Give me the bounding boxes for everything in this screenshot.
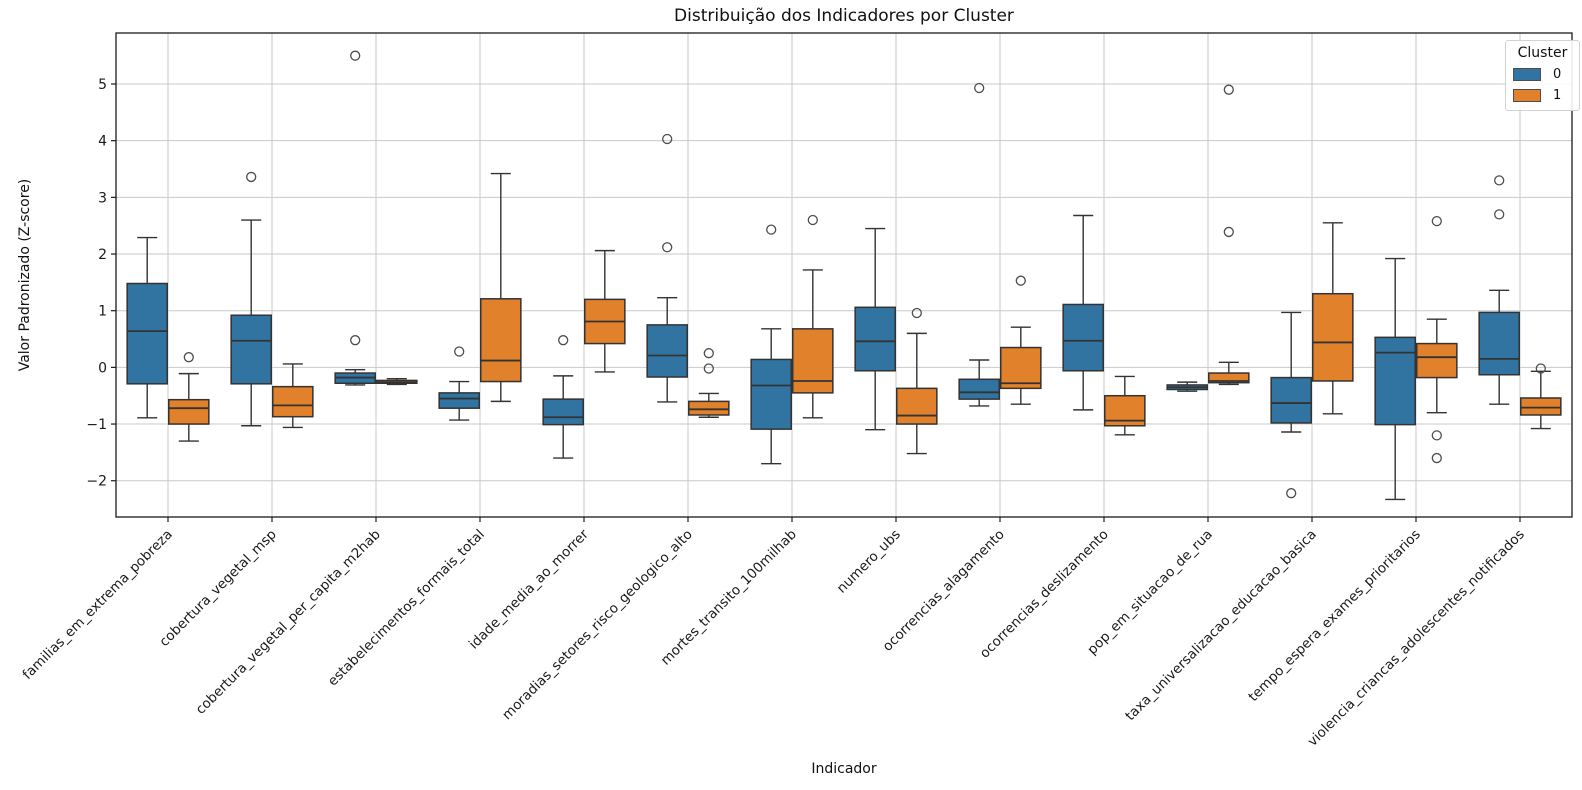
legend-entry-cluster-1: 1 [1513,88,1572,103]
x-tick-label: numero_ubs [834,527,904,597]
outlier-point [350,50,361,61]
outlier-point [183,352,194,363]
outlier-point [454,346,465,357]
x-tick-label: tempo_espera_exames_prioritarios [1245,527,1423,705]
box-cluster0-pop_em_situacao_de_rua [1166,381,1209,392]
box-cluster0-estabelecimentos_formais_total [438,346,480,421]
box-cluster1-idade_media_ao_morrer [584,249,626,373]
y-axis-label: Valor Padronizado (Z-score) [17,178,33,372]
box-cluster1-estabelecimentos_formais_total [480,172,522,403]
outlier-point [1494,175,1505,186]
x-tick-label: familias_em_extrema_pobreza [19,527,175,683]
y-tick-label: 2 [98,247,107,263]
y-tick-label: 1 [98,304,107,320]
box-cluster1-numero_ubs [896,307,938,455]
chart-title: Distribuição dos Indicadores por Cluster [674,6,1014,26]
y-tick-label: −2 [86,474,107,490]
outlier-point [1431,430,1442,441]
outlier-point [1223,226,1234,238]
box-cluster0-familias_em_extrema_pobreza [126,236,168,419]
outlier-point [766,224,777,235]
box-cluster1-familias_em_extrema_pobreza [168,352,210,442]
x-tick-label: ocorrencias_alagamento [880,527,1008,655]
box-cluster0-cobertura_vegetal_msp [230,171,272,427]
outlier-point [1494,209,1505,220]
outlier-point [1223,84,1234,95]
x-tick-label: idade_media_ao_morrer [466,526,592,652]
box-cluster1-cobertura_vegetal_msp [272,363,314,429]
x-tick-label: cobertura_vegetal_per_capita_m2hab [193,527,384,718]
outlier-point [662,133,673,145]
y-tick-label: 0 [98,360,107,376]
box-cluster0-taxa_universalizacao_educacao_basica [1270,311,1313,499]
gridlines [116,33,1572,517]
x-tick-label: taxa_universalizacao_educacao_basica [1122,527,1320,725]
box-cluster1-ocorrencias_deslizamento [1104,375,1146,436]
legend: Cluster 0 1 [1505,40,1580,111]
outlier-point [1015,275,1026,286]
box-cluster0-tempo_espera_exames_prioritarios [1374,257,1417,501]
outlier-point [807,214,818,226]
outlier-point [558,335,569,346]
outlier-point [911,307,922,319]
y-tick-label: 3 [98,190,107,206]
box-cluster1-pop_em_situacao_de_rua [1208,84,1250,386]
x-axis-label: Indicador [811,761,877,777]
box-cluster0-cobertura_vegetal_per_capita_m2hab [334,50,376,386]
x-tick-label: violencia_criancas_adolescentes_notifica… [1305,527,1528,750]
y-tick-label: −1 [86,417,107,433]
outlier-point [1535,363,1546,374]
box-cluster0-ocorrencias_alagamento [958,82,1001,407]
x-tick-label: moradias_setores_risco_geologico_alto [499,527,696,724]
outlier-point [350,335,361,346]
box-cluster0-ocorrencias_deslizamento [1062,214,1105,411]
box-cluster1-ocorrencias_alagamento [1000,275,1042,405]
cluster-1-color-swatch [1513,89,1541,102]
box-cluster1-cobertura_vegetal_per_capita_m2hab [376,378,418,386]
box-cluster1-taxa_universalizacao_educacao_basica [1312,222,1354,415]
box-cluster1-moradias_setores_risco_geologico_alto [688,348,730,418]
x-tick-label: cobertura_vegetal_msp [156,527,279,650]
box-cluster1-tempo_espera_exames_prioritarios [1416,216,1458,464]
outlier-point [246,171,257,183]
box-cluster0-moradias_setores_risco_geologico_alto [646,133,689,403]
y-tick-label: 4 [98,134,107,150]
box-cluster0-numero_ubs [854,227,897,431]
outlier-point [1431,216,1442,227]
outlier-point [662,242,673,253]
box-cluster1-violencia_criancas_adolescentes_notificados [1520,363,1562,430]
outlier-point [974,82,985,94]
outlier-point [703,348,714,359]
legend-label-cluster-0: 0 [1553,67,1562,82]
legend-entry-cluster-0: 0 [1513,67,1572,82]
box-cluster0-violencia_criancas_adolescentes_notificados [1478,175,1521,405]
outlier-point [1286,488,1297,499]
legend-title: Cluster [1517,45,1568,61]
y-tick-label: 5 [98,77,107,93]
box-cluster0-idade_media_ao_morrer [542,335,585,459]
outlier-point [703,363,714,374]
cluster-0-color-swatch [1513,68,1541,81]
box-cluster0-mortes_transito_100milhab [750,224,793,465]
box-cluster1-mortes_transito_100milhab [792,214,834,419]
legend-label-cluster-1: 1 [1553,88,1562,103]
outlier-point [1431,452,1442,464]
